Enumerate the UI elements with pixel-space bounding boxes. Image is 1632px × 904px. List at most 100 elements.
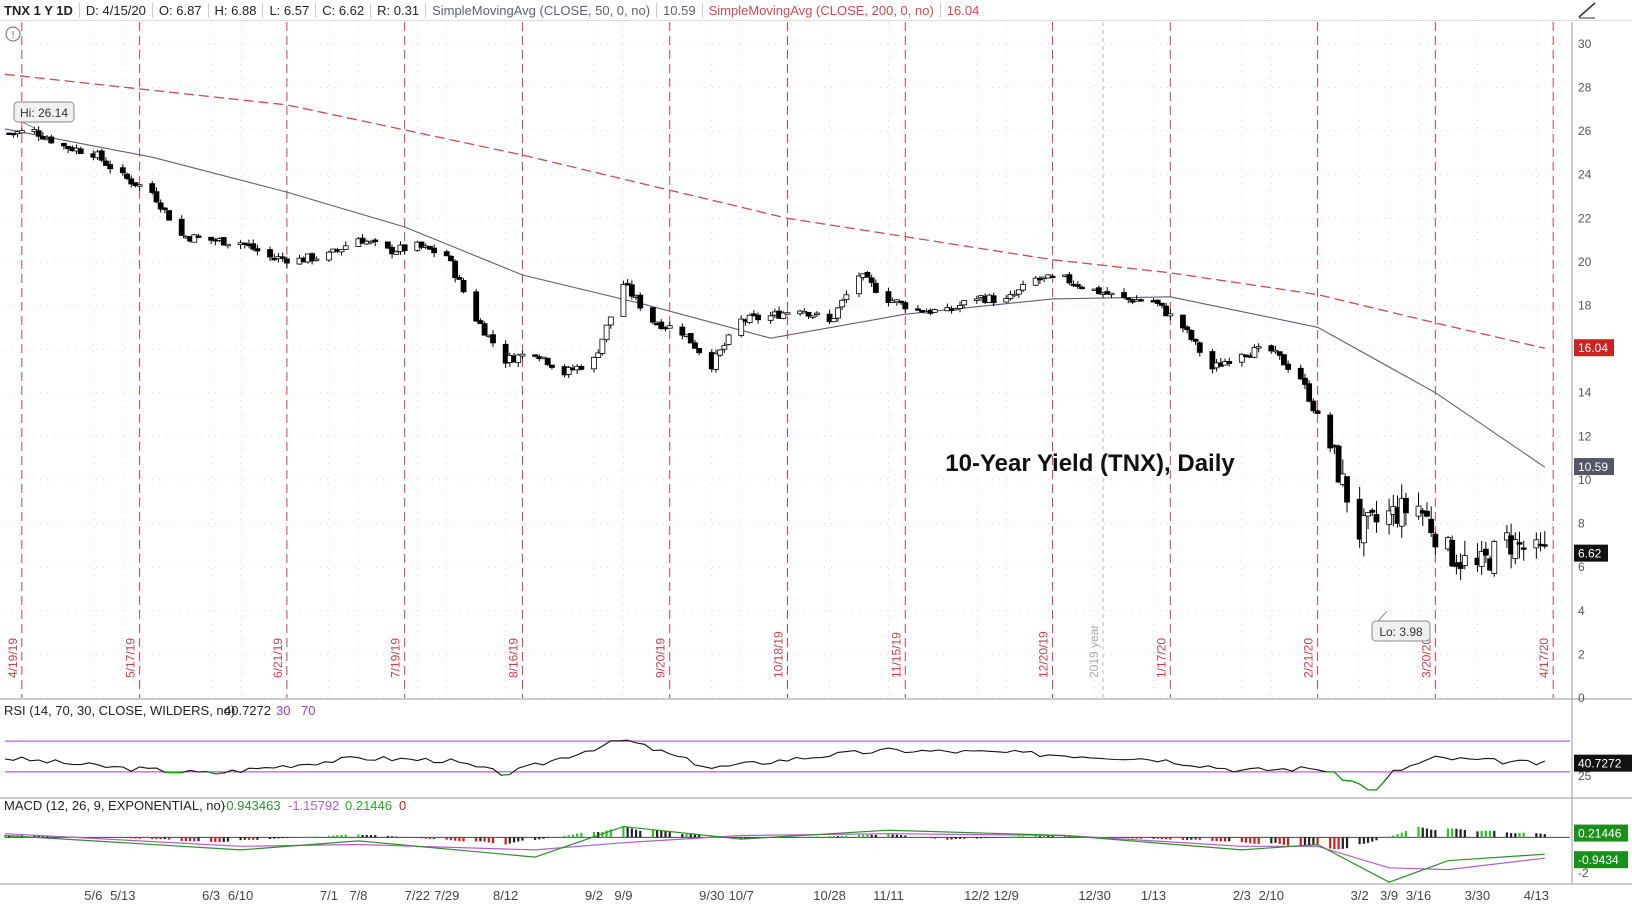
candle-body bbox=[502, 343, 509, 364]
candle-body bbox=[393, 251, 400, 255]
candle-body bbox=[1365, 512, 1371, 517]
candle-body bbox=[35, 130, 42, 137]
sma200-tag-box bbox=[1574, 339, 1614, 357]
time-tick-label: 9/2 bbox=[585, 888, 603, 903]
macd-diff-tag-box bbox=[1574, 824, 1628, 842]
candle-body bbox=[591, 356, 597, 370]
time-tick-label: 3/16 bbox=[1406, 888, 1431, 903]
candle-body bbox=[856, 275, 862, 295]
candle-body bbox=[931, 309, 938, 313]
rsi-last-tag: 40.7272 bbox=[1578, 757, 1622, 771]
candle-body bbox=[1285, 363, 1292, 370]
open-label: O: 6.87 bbox=[151, 2, 208, 18]
candle-body bbox=[338, 249, 345, 253]
candle-body bbox=[725, 334, 732, 345]
event-date-label: 6/21/19 bbox=[271, 638, 285, 678]
candle-body bbox=[1095, 287, 1102, 295]
macd-avg-line bbox=[4, 833, 1545, 871]
sma200-study-label[interactable]: SimpleMovingAvg (CLOSE, 200, 0, no) bbox=[701, 2, 940, 18]
candle-body bbox=[805, 311, 812, 317]
macd-zero-label: 0 bbox=[399, 798, 406, 813]
candle-body bbox=[1167, 313, 1174, 317]
last-price-tag: 6.62 bbox=[1578, 547, 1602, 561]
candle-body bbox=[1276, 351, 1283, 356]
candle-body bbox=[637, 294, 644, 309]
candle-body bbox=[1491, 541, 1498, 574]
candle-body bbox=[267, 249, 273, 258]
time-tick-label: 6/10 bbox=[228, 888, 253, 903]
price-tick-label: 22 bbox=[1578, 211, 1592, 225]
time-tick-label: 12/9 bbox=[994, 888, 1019, 903]
candle-body bbox=[1074, 284, 1081, 287]
event-date-label: 3/20/20 bbox=[1419, 638, 1433, 678]
event-date-label: 7/19/19 bbox=[389, 638, 403, 678]
candle-body bbox=[77, 148, 84, 154]
event-date-label: 2/21/20 bbox=[1302, 638, 1316, 678]
candle-body bbox=[418, 241, 425, 248]
time-tick-label: 2/10 bbox=[1259, 888, 1284, 903]
candle-body bbox=[342, 245, 349, 250]
candle-body bbox=[990, 295, 997, 304]
candle-body bbox=[1011, 293, 1018, 297]
candle-body bbox=[1424, 510, 1430, 517]
candle-body bbox=[443, 251, 450, 257]
macd-study-label: MACD (12, 26, 9, EXPONENTIAL, no) bbox=[4, 798, 225, 813]
chart-frame bbox=[0, 22, 1632, 885]
candle-body bbox=[658, 321, 665, 330]
price-tick-label: 2 bbox=[1578, 647, 1585, 661]
time-axis: 5/6 5/13 6/3 6/10 7/1 7/8 7/22 7/29 8/12 9/2 9/9 9/… bbox=[84, 888, 1549, 903]
event-date-label: 4/19/19 bbox=[6, 638, 20, 678]
candle-body bbox=[1541, 544, 1548, 547]
rsi-oversold-segment bbox=[1375, 780, 1386, 791]
symbol-label[interactable]: TNX 1 Y 1D bbox=[4, 2, 73, 18]
time-tick-label: 4/13 bbox=[1524, 888, 1549, 903]
sma50-tag: 10.59 bbox=[1578, 460, 1608, 474]
macd-value-label: -0.943463 bbox=[222, 798, 281, 813]
time-tick-label: 10/28 bbox=[813, 888, 846, 903]
candle-body bbox=[359, 237, 366, 244]
candle-body bbox=[915, 308, 921, 311]
price-tick-label: 20 bbox=[1578, 255, 1592, 269]
candle-body bbox=[1188, 330, 1195, 340]
chart-title: 10-Year Yield (TNX), Daily bbox=[945, 450, 1235, 477]
candle-body bbox=[624, 283, 631, 286]
time-tick-label: 9/9 bbox=[614, 888, 632, 903]
sma200-study-value: 16.04 bbox=[939, 2, 986, 18]
candle-body bbox=[1281, 354, 1287, 366]
candle-body bbox=[132, 182, 139, 187]
time-tick-label: 6/3 bbox=[202, 888, 220, 903]
candle-body bbox=[628, 284, 635, 297]
candle-body bbox=[18, 130, 25, 134]
rsi-line bbox=[4, 739, 1546, 791]
candle-body bbox=[565, 367, 572, 375]
high-callout-pointer bbox=[21, 121, 35, 129]
sma50-study-label[interactable]: SimpleMovingAvg (CLOSE, 50, 0, no) bbox=[425, 2, 656, 18]
rsi-oversold-label: 30 bbox=[276, 703, 290, 718]
candle-body bbox=[1049, 275, 1056, 279]
event-date-label: 10/18/19 bbox=[772, 631, 786, 678]
candle-body bbox=[1037, 278, 1043, 281]
info-icon[interactable]: ! bbox=[5, 26, 21, 42]
year-marker-label: 2019 year bbox=[1087, 625, 1101, 678]
candle-body bbox=[1335, 445, 1342, 483]
candle-body bbox=[809, 315, 816, 318]
drawing-tool-icon[interactable] bbox=[1576, 0, 1598, 20]
candle-body bbox=[1327, 414, 1334, 449]
candle-body bbox=[1137, 299, 1144, 302]
candle-body bbox=[885, 291, 892, 303]
candle-body bbox=[780, 312, 787, 319]
time-tick-label: 7/22 bbox=[405, 888, 430, 903]
time-tick-label: 3/30 bbox=[1465, 888, 1490, 903]
low-callout-pointer bbox=[1377, 610, 1388, 622]
candle-body bbox=[208, 236, 215, 241]
candle-body bbox=[1310, 400, 1317, 412]
time-tick-label: 7/8 bbox=[349, 888, 367, 903]
sma50-line bbox=[4, 128, 1546, 468]
candle-body bbox=[166, 210, 172, 221]
time-tick-label: 12/2 bbox=[964, 888, 989, 903]
chart-header: TNX 1 Y 1D D: 4/15/20 O: 6.87 H: 6.88 L:… bbox=[0, 0, 1632, 21]
candle-body bbox=[1373, 514, 1380, 523]
candle-body bbox=[452, 260, 459, 279]
candle-body bbox=[767, 315, 774, 321]
candle-body bbox=[1272, 349, 1279, 353]
